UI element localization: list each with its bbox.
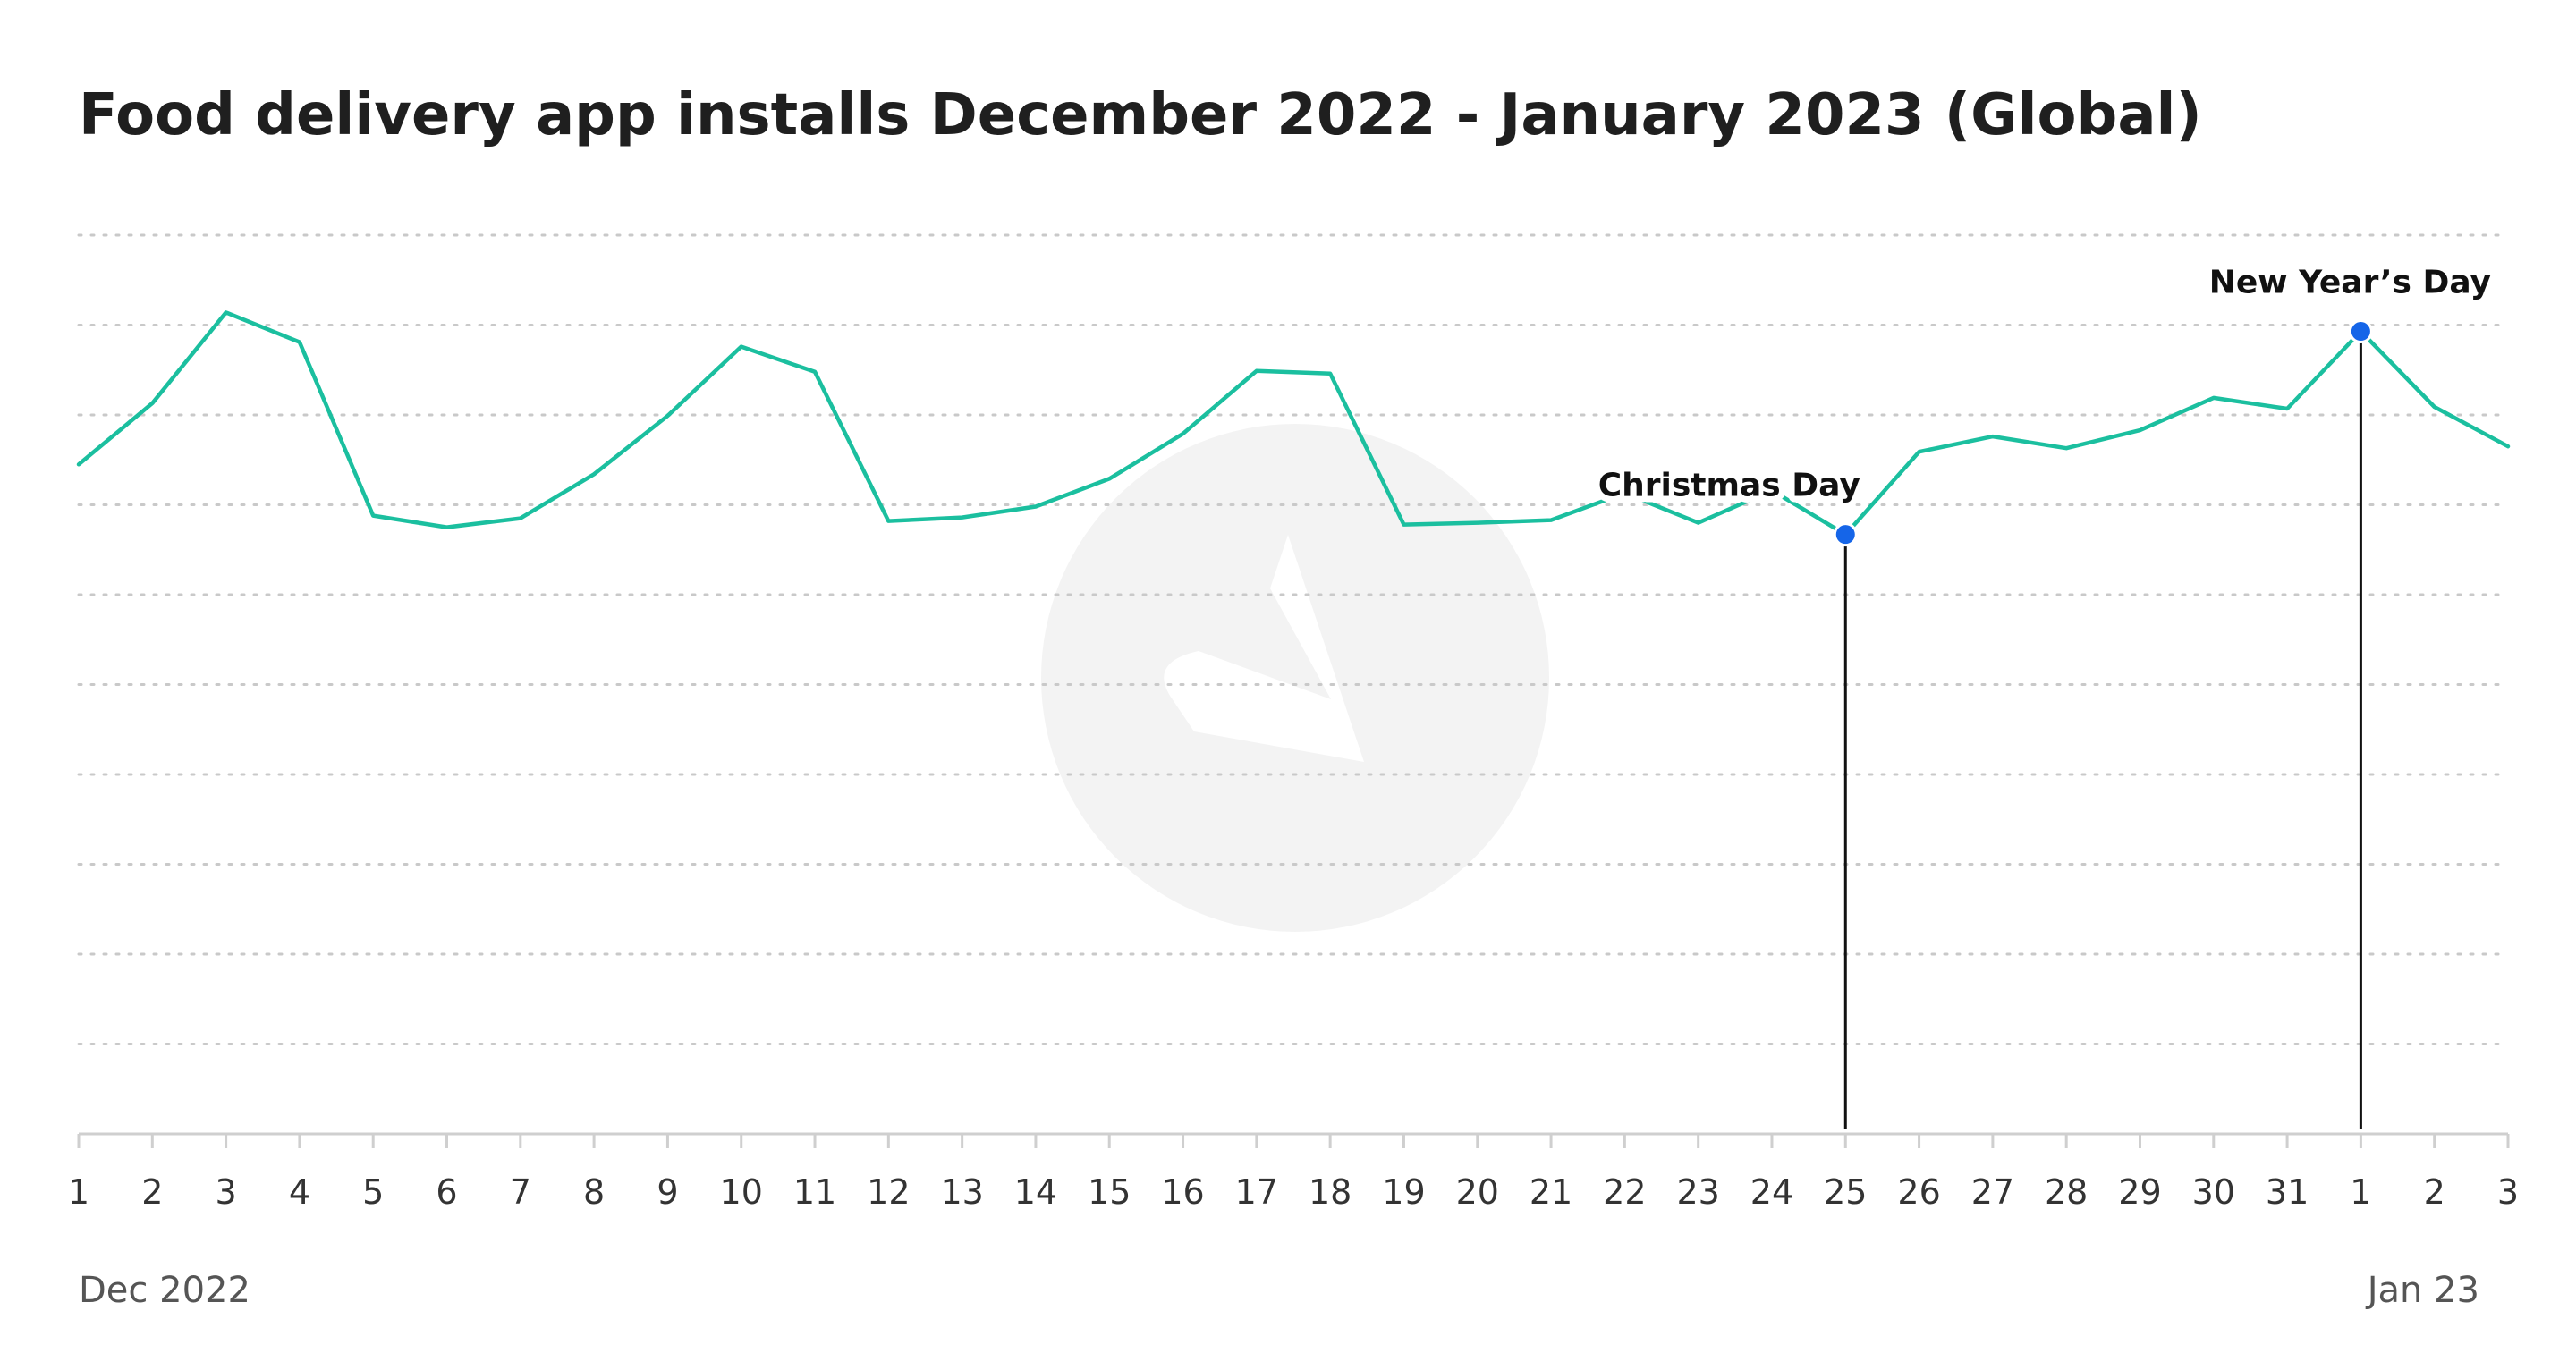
x-tick-label: 2 — [141, 1172, 163, 1212]
x-tick-label: 19 — [1382, 1172, 1425, 1212]
series-layer — [76, 310, 2511, 537]
x-axis: 1 2 3 4 5 6 7 8 9 10 11 12 13 14 15 16 17 18 19 20 21 22 23 24 2… — [68, 1132, 2519, 1212]
data-point — [666, 415, 669, 418]
x-period-end-label: Jan 23 — [2365, 1270, 2479, 1311]
data-point — [1034, 505, 1037, 508]
annotation-label: Christmas Day — [1598, 468, 1860, 504]
annotation-label: New Year’s Day — [2209, 265, 2491, 301]
grid-lines — [77, 233, 2510, 1045]
x-tick-label: 30 — [2192, 1172, 2235, 1212]
x-tick-label: 5 — [362, 1172, 384, 1212]
data-point — [298, 341, 301, 343]
x-tick-label: 1 — [68, 1172, 89, 1212]
data-point — [593, 473, 596, 476]
x-period-start-label: Dec 2022 — [79, 1270, 250, 1311]
data-point — [2139, 429, 2141, 432]
annotation-marker — [2348, 319, 2373, 344]
data-point — [1476, 521, 1479, 524]
data-point — [2507, 445, 2510, 448]
x-tick-label: 1 — [2350, 1172, 2371, 1212]
x-tick-label: 17 — [1235, 1172, 1278, 1212]
x-tick-label: 8 — [583, 1172, 605, 1212]
x-tick-label: 4 — [289, 1172, 310, 1212]
x-tick-label: 11 — [793, 1172, 836, 1212]
data-point — [1182, 433, 1184, 435]
data-point — [1697, 521, 1699, 524]
x-tick-label: 29 — [2118, 1172, 2161, 1212]
annotation-layer: Christmas Day New Year’s Day — [1592, 258, 2497, 1129]
data-point — [961, 516, 963, 519]
x-tick-label: 12 — [867, 1172, 910, 1212]
x-tick-label: 25 — [1824, 1172, 1867, 1212]
data-point — [372, 514, 375, 517]
chart-title: Food delivery app installs December 2022… — [79, 82, 2202, 148]
x-tick-label: 28 — [2045, 1172, 2088, 1212]
data-point — [1402, 523, 1405, 526]
x-tick-label: 15 — [1088, 1172, 1131, 1212]
data-point — [2212, 396, 2215, 399]
x-tick-label: 2 — [2424, 1172, 2445, 1212]
data-point — [1108, 478, 1111, 480]
annotation-marker — [1833, 522, 1858, 547]
x-tick-label: 9 — [657, 1172, 678, 1212]
x-tick-label: 14 — [1014, 1172, 1057, 1212]
data-point — [1255, 369, 1258, 372]
x-tick-label: 27 — [1971, 1172, 2014, 1212]
x-tick-label: 3 — [216, 1172, 237, 1212]
series-line — [76, 310, 2511, 537]
data-point — [1329, 372, 1332, 375]
data-point — [519, 517, 521, 520]
x-tick-label: 3 — [2497, 1172, 2519, 1212]
data-point — [225, 311, 227, 314]
x-tick-label: 24 — [1750, 1172, 1793, 1212]
x-tick-label: 18 — [1309, 1172, 1352, 1212]
data-point — [151, 402, 154, 404]
watermark-logo-icon — [1041, 424, 1549, 932]
data-point — [2433, 405, 2436, 408]
x-tick-label: 31 — [2266, 1172, 2309, 1212]
data-point — [78, 463, 80, 466]
x-tick-label: 13 — [940, 1172, 983, 1212]
data-point — [814, 370, 817, 373]
data-point — [740, 345, 742, 348]
data-point — [1918, 451, 1920, 453]
x-tick-label: 20 — [1456, 1172, 1499, 1212]
data-point — [1991, 435, 1994, 438]
data-point — [887, 520, 890, 522]
data-point — [2065, 447, 2068, 450]
data-point — [445, 526, 448, 529]
data-point — [2286, 407, 2289, 410]
x-tick-label: 22 — [1603, 1172, 1646, 1212]
x-tick-label: 21 — [1530, 1172, 1572, 1212]
x-tick-label: 26 — [1897, 1172, 1940, 1212]
x-tick-label: 6 — [436, 1172, 457, 1212]
x-tick-label: 23 — [1676, 1172, 1719, 1212]
x-tick-label: 7 — [510, 1172, 531, 1212]
x-tick-label: 16 — [1161, 1172, 1204, 1212]
x-tick-label: 10 — [720, 1172, 763, 1212]
data-point — [1550, 519, 1553, 521]
